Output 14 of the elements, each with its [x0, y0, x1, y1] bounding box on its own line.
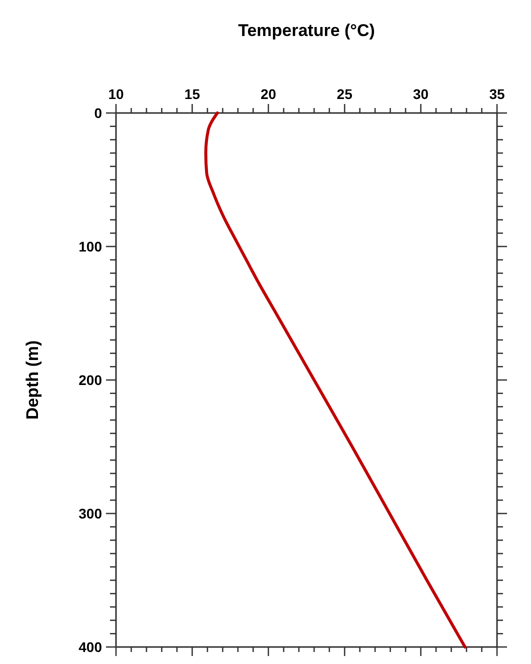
- y-tick-label: 100: [78, 238, 102, 254]
- y-tick-label: 0: [94, 105, 102, 121]
- x-tick-label: 30: [413, 86, 429, 102]
- x-tick-label: 25: [336, 86, 353, 102]
- x-tick-label: 35: [489, 86, 505, 102]
- x-tick-label: 15: [184, 86, 200, 102]
- line-series: [204, 112, 466, 648]
- y-tick-label: 200: [78, 372, 102, 388]
- x-axis-title: Temperature (°C): [238, 21, 375, 40]
- y-tick-label: 400: [78, 639, 102, 655]
- x-tick-label: 10: [108, 86, 124, 102]
- x-tick-label: 20: [260, 86, 276, 102]
- y-tick-label: 300: [78, 506, 102, 522]
- y-axis-title: Depth (m): [23, 340, 42, 420]
